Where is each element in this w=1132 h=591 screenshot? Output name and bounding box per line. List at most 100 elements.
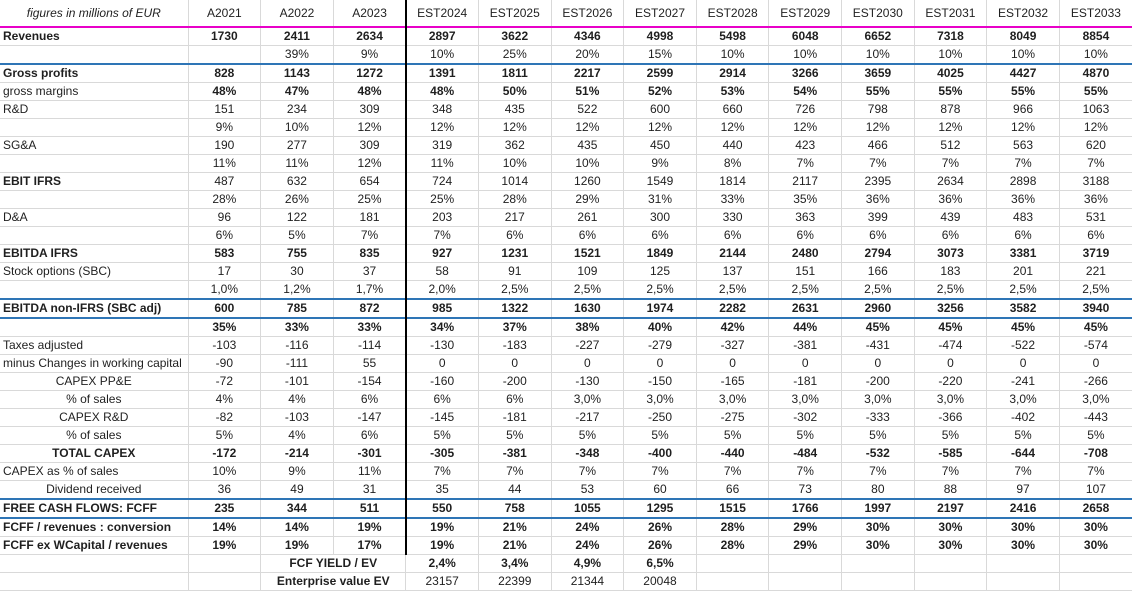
value-cell[interactable]: 21344: [550, 572, 624, 591]
value-cell[interactable]: 3188: [1058, 172, 1132, 191]
value-cell[interactable]: 190: [187, 136, 261, 155]
value-cell[interactable]: 12%: [550, 118, 624, 137]
value-cell[interactable]: 55%: [986, 82, 1060, 101]
row-label-cell[interactable]: Dividend received: [0, 480, 189, 500]
value-cell[interactable]: 12%: [332, 118, 406, 137]
value-cell[interactable]: -532: [841, 444, 915, 463]
column-header[interactable]: EST2032: [986, 0, 1060, 28]
value-cell[interactable]: 23157: [405, 572, 479, 591]
value-cell[interactable]: 5%: [405, 426, 479, 445]
value-cell[interactable]: 45%: [841, 318, 915, 337]
row-label-cell[interactable]: R&D: [0, 100, 189, 119]
value-cell[interactable]: 9%: [623, 154, 697, 173]
value-cell[interactable]: 45%: [986, 318, 1060, 337]
row-label-cell[interactable]: SG&A: [0, 136, 189, 155]
value-cell[interactable]: 12%: [695, 118, 769, 137]
value-cell[interactable]: 36: [187, 480, 261, 500]
value-cell[interactable]: 4870: [1058, 64, 1132, 83]
column-header[interactable]: EST2031: [913, 0, 987, 28]
value-cell[interactable]: 30%: [913, 536, 987, 555]
value-cell[interactable]: 14%: [187, 518, 261, 537]
value-cell[interactable]: 20048: [623, 572, 697, 591]
value-cell[interactable]: -181: [768, 372, 842, 391]
value-cell[interactable]: 5%: [623, 426, 697, 445]
row-label-cell[interactable]: % of sales: [0, 426, 189, 445]
value-cell[interactable]: 10%: [913, 45, 987, 65]
value-cell[interactable]: -183: [477, 336, 552, 355]
value-cell[interactable]: 19%: [260, 536, 334, 555]
value-cell[interactable]: 6%: [405, 390, 479, 409]
value-cell[interactable]: 2960: [841, 299, 915, 319]
value-cell[interactable]: 511: [332, 499, 406, 519]
value-cell[interactable]: 466: [841, 136, 915, 155]
value-cell[interactable]: 1,2%: [260, 280, 334, 300]
row-label-cell[interactable]: [0, 226, 189, 245]
value-cell[interactable]: 19%: [405, 518, 479, 537]
value-cell[interactable]: 45%: [913, 318, 987, 337]
value-cell[interactable]: -305: [405, 444, 479, 463]
value-cell[interactable]: 4998: [623, 27, 697, 46]
row-label-cell[interactable]: Taxes adjusted: [0, 336, 189, 355]
value-cell[interactable]: 0: [477, 354, 552, 373]
value-cell[interactable]: -522: [986, 336, 1060, 355]
value-cell[interactable]: 17: [187, 262, 261, 281]
value-cell[interactable]: 7%: [477, 462, 552, 481]
row-label-cell[interactable]: [0, 554, 189, 573]
value-cell[interactable]: 1063: [1058, 100, 1132, 119]
value-cell[interactable]: 7%: [405, 462, 479, 481]
value-cell[interactable]: 798: [841, 100, 915, 119]
value-cell[interactable]: [695, 554, 769, 573]
value-cell[interactable]: 2634: [332, 27, 406, 46]
value-cell[interactable]: 54%: [768, 82, 842, 101]
value-cell[interactable]: 217: [477, 208, 552, 227]
value-cell[interactable]: 550: [405, 499, 479, 519]
value-cell[interactable]: 33%: [695, 190, 769, 209]
value-cell[interactable]: 3266: [768, 64, 842, 83]
value-cell[interactable]: 19%: [332, 518, 406, 537]
value-cell[interactable]: 3582: [986, 299, 1060, 319]
value-cell[interactable]: 44%: [768, 318, 842, 337]
value-cell[interactable]: 7%: [332, 226, 406, 245]
value-cell[interactable]: 48%: [187, 82, 261, 101]
value-cell[interactable]: 522: [550, 100, 624, 119]
value-cell[interactable]: 1272: [332, 64, 406, 83]
value-cell[interactable]: -381: [477, 444, 552, 463]
value-cell[interactable]: -165: [695, 372, 769, 391]
value-cell[interactable]: 828: [187, 64, 261, 83]
column-header[interactable]: A2022: [260, 0, 334, 28]
value-cell[interactable]: 1143: [260, 64, 334, 83]
value-cell[interactable]: 10%: [260, 118, 334, 137]
value-cell[interactable]: [768, 554, 842, 573]
value-cell[interactable]: 25%: [477, 45, 552, 65]
value-cell[interactable]: 10%: [1058, 45, 1132, 65]
column-header[interactable]: EST2033: [1058, 0, 1132, 28]
value-cell[interactable]: -400: [623, 444, 697, 463]
value-cell[interactable]: 6%: [695, 226, 769, 245]
value-cell[interactable]: 10%: [550, 154, 624, 173]
value-cell[interactable]: 107: [1058, 480, 1132, 500]
value-cell[interactable]: -130: [405, 336, 479, 355]
value-cell[interactable]: -114: [332, 336, 406, 355]
value-cell[interactable]: 36%: [1058, 190, 1132, 209]
value-cell[interactable]: 30%: [913, 518, 987, 537]
value-cell[interactable]: 151: [187, 100, 261, 119]
value-cell[interactable]: 7%: [768, 154, 842, 173]
value-cell[interactable]: 28%: [477, 190, 552, 209]
value-cell[interactable]: 15%: [623, 45, 697, 65]
value-cell[interactable]: 28%: [187, 190, 261, 209]
value-cell[interactable]: 66: [695, 480, 769, 500]
value-cell[interactable]: 319: [405, 136, 479, 155]
value-cell[interactable]: 19%: [405, 536, 479, 555]
value-cell[interactable]: 29%: [768, 518, 842, 537]
value-cell[interactable]: -301: [332, 444, 406, 463]
row-label-cell[interactable]: [0, 572, 189, 591]
value-cell[interactable]: 73: [768, 480, 842, 500]
value-cell[interactable]: [187, 554, 261, 573]
value-cell[interactable]: -82: [187, 408, 261, 427]
value-cell[interactable]: [841, 572, 915, 591]
value-cell[interactable]: 3940: [1058, 299, 1132, 319]
value-cell[interactable]: 221: [1058, 262, 1132, 281]
value-cell[interactable]: 122: [260, 208, 334, 227]
value-cell[interactable]: 20%: [550, 45, 624, 65]
value-cell[interactable]: 30%: [986, 536, 1060, 555]
